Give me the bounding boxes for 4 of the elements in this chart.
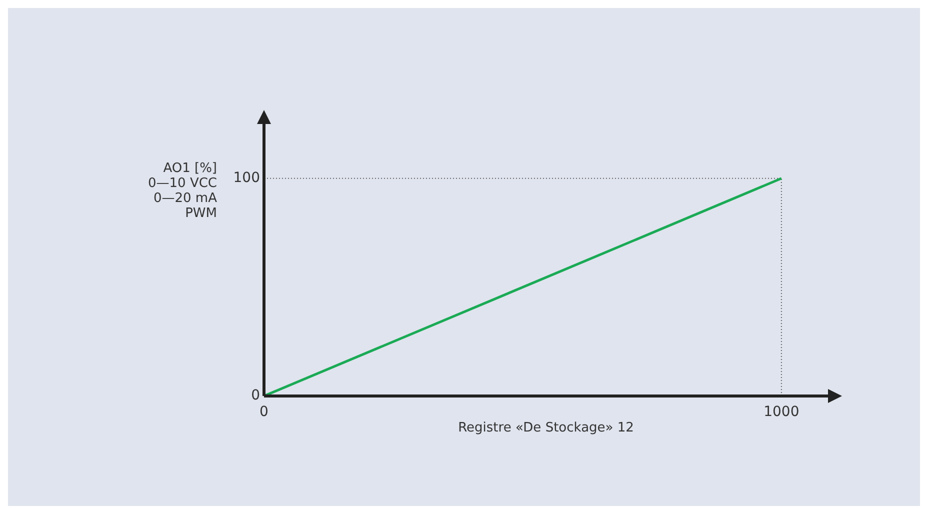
y-tick-label: 100: [233, 170, 260, 186]
y-axis-title: AO1 [%] 0—10 VCC 0—20 mA PWM: [148, 161, 217, 221]
x-tick-label: 1000: [764, 404, 800, 420]
x-axis-title: Registre «De Stockage» 12: [458, 420, 634, 436]
